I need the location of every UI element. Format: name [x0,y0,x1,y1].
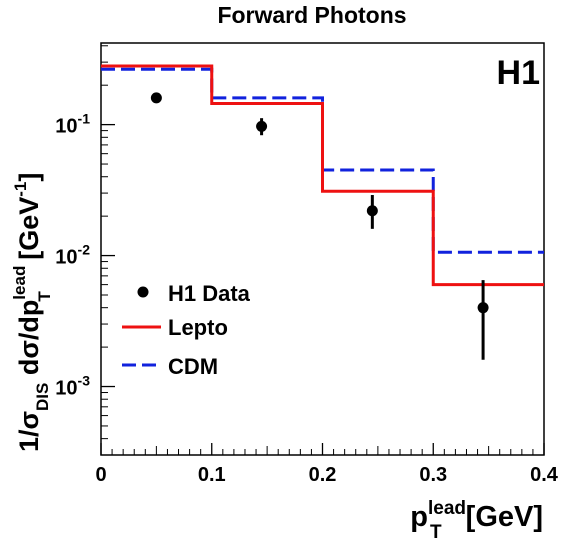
legend-label-cdm: CDM [168,354,218,379]
y-axis-label-unit-close: ] [14,173,44,182]
experiment-label: H1 [497,54,540,92]
series-line-lepto [101,64,544,287]
y-tick-label-base: 10 [55,116,77,138]
legend-label-h1-data: H1 Data [168,281,251,306]
y-axis: 10-310-210-1 [55,45,115,456]
y-axis-label-sup: lead [10,266,29,300]
y-axis-label-unit-open: [GeV [14,197,44,268]
data-point [477,302,489,314]
y-axis-label-sub: T [35,291,54,302]
y-axis-label-prefix: 1/ [14,429,44,452]
x-axis-label-unit: [GeV] [466,501,543,533]
data-point [256,120,268,132]
y-axis-label: 1/σDIS dσ/dplead T [GeV-1] [10,173,54,452]
data-point [366,205,378,217]
x-axis-label-sup: lead [428,498,466,519]
y-axis-label-middle: dσ/dp [14,300,44,383]
x-tick-label: 0.1 [198,464,226,486]
x-axis-label-base: p [410,501,428,533]
x-tick-label: 0.4 [530,464,559,486]
series-layer [101,64,544,287]
y-axis-label-sigma-sub: DIS [33,383,52,411]
legend-marker-h1-data [137,286,149,298]
data-points [150,92,489,360]
data-point [150,92,162,104]
y-axis-label-unit-sup: -1 [11,182,30,197]
y-tick-label-exponent: -2 [78,242,91,258]
y-tick-label-exponent: -1 [78,111,91,127]
y-tick-label: 10-2 [55,242,90,269]
x-tick-label: 0.2 [309,464,337,486]
legend-label-lepto: Lepto [168,315,228,340]
chart-title: Forward Photons [217,2,406,28]
y-tick-label: 10-3 [55,373,90,400]
y-tick-label-base: 10 [55,378,77,400]
x-axis-label-sub: T [430,522,442,543]
x-tick-label: 0.3 [419,464,447,486]
y-tick-label: 10-1 [55,111,90,138]
x-axis: 0 0.1 0.2 0.3 0.4 [95,443,559,486]
y-tick-label-base: 10 [55,247,77,269]
y-axis-label-sigma: σ [14,411,44,429]
x-tick-label: 0 [95,464,106,486]
legend: H1 Data Lepto CDM [122,281,251,379]
x-axis-label: plead T [GeV] [410,498,543,543]
y-tick-label-exponent: -3 [78,373,91,389]
